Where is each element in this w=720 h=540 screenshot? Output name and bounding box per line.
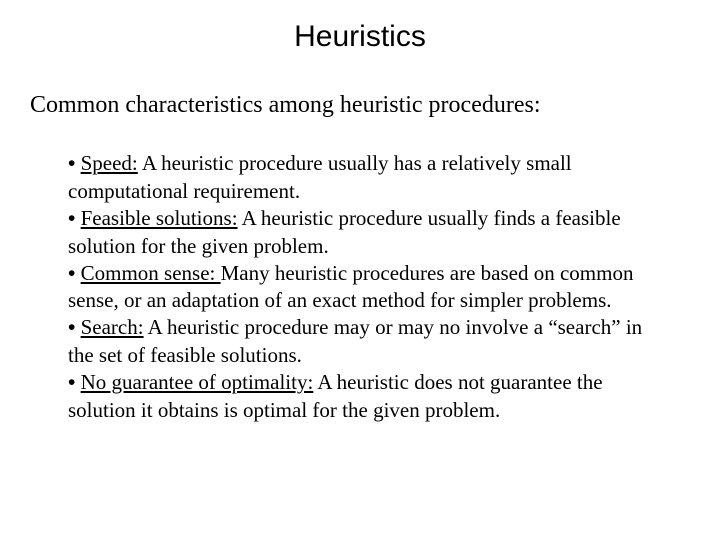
bullet-icon: • xyxy=(68,262,75,285)
bullet-term: Feasible solutions: xyxy=(81,206,238,230)
bullet-term: No guarantee of optimality: xyxy=(81,370,314,394)
slide: Heuristics Common characteristics among … xyxy=(0,0,720,540)
bullet-term: Search: xyxy=(81,315,144,339)
bullet-text: Feasible solutions: A heuristic procedur… xyxy=(68,206,621,258)
bullet-text: Common sense: Many heuristic procedures … xyxy=(68,261,633,313)
bullet-icon: • xyxy=(68,371,75,394)
bullet-icon: • xyxy=(68,207,75,230)
bullet-text: Search: A heuristic procedure may or may… xyxy=(68,315,642,367)
bullet-term: Common sense: xyxy=(81,261,221,285)
slide-subhead: Common characteristics among heuristic p… xyxy=(30,92,690,119)
bullet-text: Speed: A heuristic procedure usually has… xyxy=(68,151,572,203)
slide-title: Heuristics xyxy=(0,20,720,54)
bullet-rest: A heuristic procedure may or may no invo… xyxy=(68,315,642,367)
bullet-term: Speed: xyxy=(81,151,138,175)
bullet-icon: • xyxy=(68,152,75,175)
bullet-icon: • xyxy=(68,316,75,339)
bullet-body: • Speed: A heuristic procedure usually h… xyxy=(68,150,672,424)
bullet-text: No guarantee of optimality: A heuristic … xyxy=(68,370,603,422)
bullet-rest: A heuristic procedure usually has a rela… xyxy=(68,151,572,203)
